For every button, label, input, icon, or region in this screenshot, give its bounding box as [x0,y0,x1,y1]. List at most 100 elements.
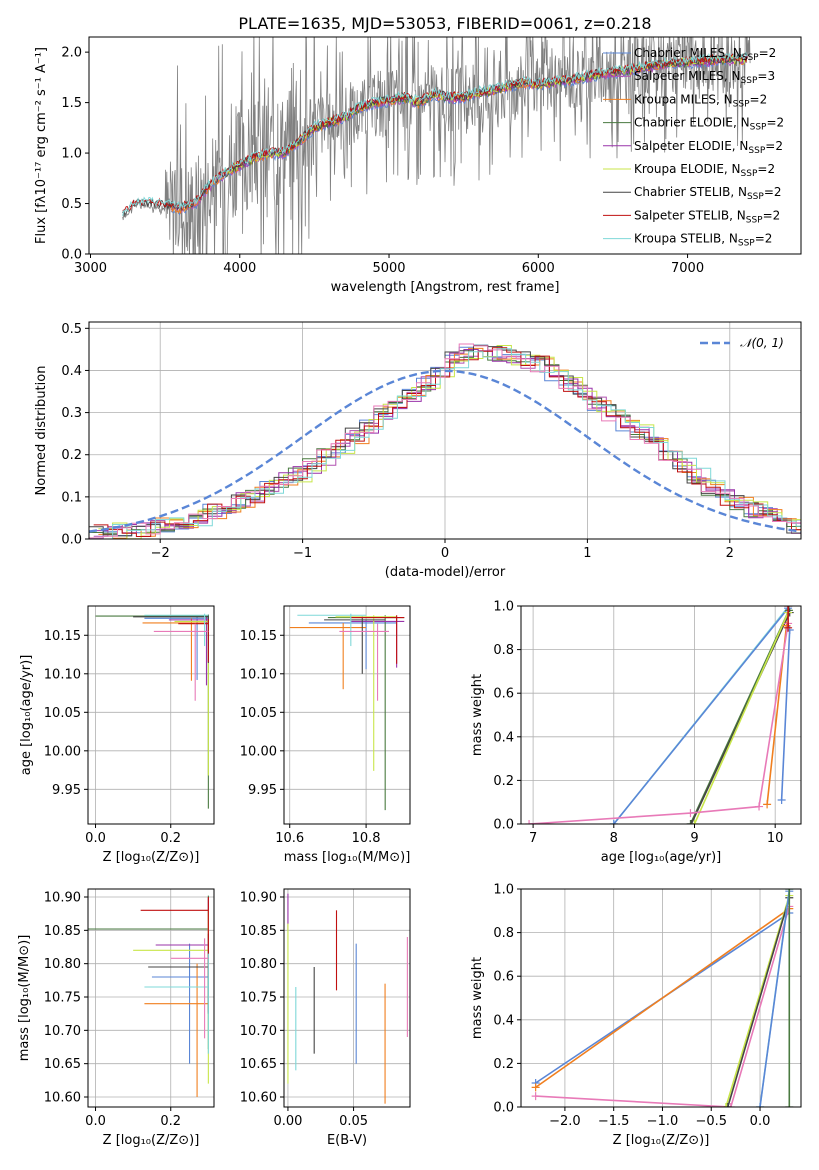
plot-area-weight-vs-Z [531,889,794,1107]
y-tick-label: 1.0 [61,147,82,162]
legend-label-sub: SSP [733,99,750,109]
legend-label-suffix: =2 [764,185,782,199]
x-axis-label: E(B-V) [327,1133,367,1148]
y-tick-label: 0.4 [493,1013,514,1028]
y-tick-label: 0.5 [61,197,82,212]
y-tick-label: 10.10 [240,667,277,682]
y-tick-label: 1.5 [61,96,82,111]
x-axis-label: mass [log₁₀(M/M⊙)] [284,850,411,865]
axes-mass-vs-ebv: 0.00 0.05 10.60 10.65 10.70 10.75 10.80 10.85 10… [240,888,411,1148]
weight-line [727,897,791,1107]
legend-label-suffix: =2 [766,116,784,130]
weight-line [529,623,789,824]
plot-area-mass-vs-ebv [287,893,408,1104]
x-tick-label: 7000 [671,261,704,276]
y-tick-label: 10.65 [240,1057,277,1072]
axis-frame-age-vs-mass: 10.6 10.8 9.95 10.00 10.05 10.10 10.15 mass [lo… [240,605,411,865]
axes-frame [283,888,411,1108]
histogram-step-extra [89,343,801,539]
weight-marker [723,1103,732,1107]
y-tick-label: 10.85 [44,924,81,939]
weight-marker [785,889,794,893]
normal-distribution-curve [89,369,801,533]
axes-mass-vs-Z: 0.0 0.2 10.60 10.65 10.70 10.75 10.80 10.85 10.9… [17,888,215,1148]
weight-marker [686,809,695,818]
y-tick-label: 2.0 [61,46,82,61]
legend-label-suffix: =2 [757,162,775,176]
axes-spectrum: 3000 4000 5000 6000 7000 0.0 0.5 1.0 1.5 2.0 wavel… [34,36,802,295]
y-axis-label: mass weight [470,957,485,1039]
weight-marker [609,820,618,824]
y-tick-label: 10.60 [240,1091,277,1106]
x-tick-label: 2 [726,546,734,561]
y-tick-label: 0.8 [493,643,514,658]
y-tick-label: 0.5 [61,322,82,337]
y-tick-label: 0.4 [61,364,82,379]
legend-label: Chabrier ELODIE, NSSP=2 [634,116,784,133]
x-tick-label: −1.0 [647,1114,679,1129]
y-tick-label: 10.05 [240,706,277,721]
weight-marker [784,623,793,632]
weight-marker [784,606,793,610]
weight-marker [777,796,786,805]
y-tick-label: 10.00 [240,744,277,759]
y-tick-label: 0.6 [493,970,514,985]
legend-label-sub: SSP [748,146,765,156]
axes-frame [283,605,411,825]
histogram-step-kroupa-stelib [98,348,801,539]
x-tick-label: 5000 [372,261,405,276]
legend-label: Chabrier MILES, NSSP=2 [634,46,776,63]
weight-marker [726,1103,735,1107]
axes-weight-vs-age: 7 8 9 10 0.0 0.2 0.4 0.6 0.8 1.0 age [log₁₀(age/yr… [470,600,802,865]
y-tick-label: 0.0 [493,818,514,833]
legend-label-main: Kroupa MILES, N [634,92,733,106]
y-tick-label: 10.75 [240,991,277,1006]
y-tick-label: 10.00 [44,744,81,759]
legend-label-main: Salpeter MILES, N [634,69,741,83]
y-tick-label: 9.95 [52,783,81,798]
x-axis-label: age [log₁₀(age/yr)] [601,850,722,865]
axis-frame-spectrum: 3000 4000 5000 6000 7000 0.0 0.5 1.0 1.5 2.0 wavel… [34,36,802,295]
weight-marker [763,800,772,809]
plot-area-age-vs-mass [289,613,405,811]
axes-residuals: −2 −1 0 1 2 0.0 0.1 0.2 0.3 0.4 0.5 (data-model)/er… [34,321,802,580]
weight-marker [686,820,695,824]
axes-frame [87,605,215,825]
y-tick-label: 10.05 [44,706,81,721]
weight-marker [755,802,764,811]
y-tick-label: 9.95 [248,783,277,798]
legend-label-sub: SSP [747,192,764,202]
y-tick-label: 10.15 [240,629,277,644]
x-tick-label: −1 [293,546,312,561]
x-tick-label: 0 [441,546,449,561]
x-tick-label: 6000 [522,261,555,276]
legend-label-suffix: =2 [755,232,773,246]
plot-area-weight-vs-age [525,606,794,824]
legend-label-sub: SSP [746,215,763,225]
x-tick-label: −1.5 [598,1114,630,1129]
weight-line [759,891,791,1107]
weight-marker [531,1092,540,1101]
x-tick-label: 8 [610,831,618,846]
x-axis-label: wavelength [Angstrom, rest frame] [331,280,560,295]
y-tick-label: 1.0 [493,883,514,898]
x-tick-label: 0.00 [273,1114,302,1129]
y-tick-label: 10.85 [240,924,277,939]
weight-marker [756,1103,765,1107]
x-tick-label: 0.0 [85,1114,106,1129]
legend-label: Kroupa ELODIE, NSSP=2 [634,162,775,179]
weight-line [780,629,791,801]
weight-line [725,895,791,1107]
weight-marker [785,1103,794,1107]
legend-label-sub: SSP [742,53,759,63]
y-axis-label: Flux [fλ10⁻¹⁷ erg cm⁻² s⁻¹ A⁻¹] [34,47,49,244]
legend-label-suffix: =3 [757,69,775,83]
y-tick-label: 10.80 [240,957,277,972]
y-tick-label: 10.65 [44,1057,81,1072]
plot-area-spectrum [122,37,751,254]
y-tick-label: 10.10 [44,667,81,682]
legend-label-main: Salpeter STELIB, N [634,208,746,222]
axes-age-vs-mass: 10.6 10.8 9.95 10.00 10.05 10.10 10.15 mass [lo… [240,605,411,865]
x-tick-label: 10.6 [275,831,304,846]
y-tick-label: 0.0 [493,1101,514,1116]
